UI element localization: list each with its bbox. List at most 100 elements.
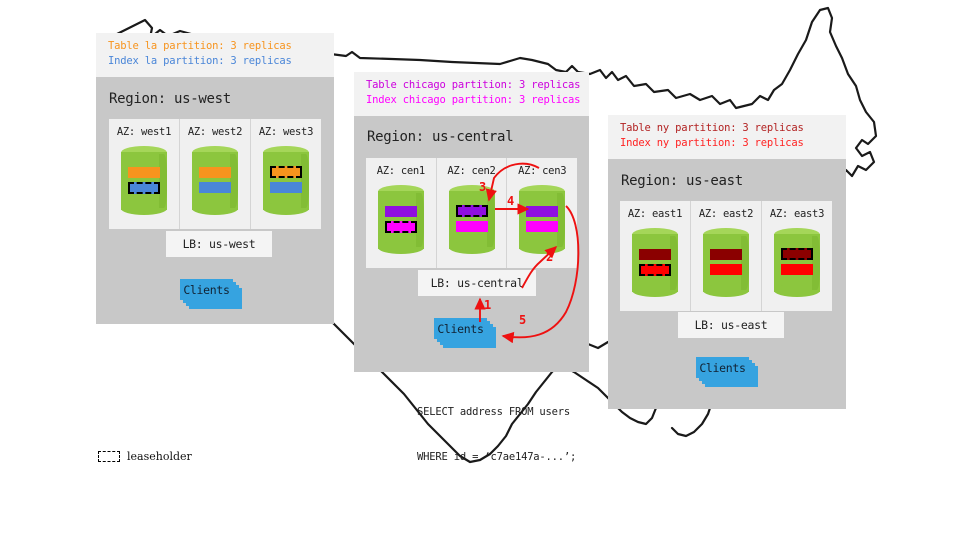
az-cell-cen1: AZ: cen1 xyxy=(366,158,437,268)
cylinder-shading xyxy=(812,236,820,290)
region-title-us-west: Region: us-west xyxy=(109,91,231,107)
cylinder-shading xyxy=(486,193,495,247)
az-cell-east2: AZ: east2 xyxy=(691,201,762,311)
index-replica-bar-east2 xyxy=(710,264,742,275)
index-replica-bar-west3 xyxy=(270,182,302,193)
load-balancer-us-central[interactable]: LB: us-central xyxy=(418,270,536,296)
flow-step-number-4: 4 xyxy=(507,194,515,208)
az-cell-east1: AZ: east1 xyxy=(620,201,691,311)
sql-line-1: SELECT address FROM users xyxy=(417,406,571,418)
table-replica-bar-cen2 xyxy=(455,205,488,217)
legend-label: leaseholder xyxy=(127,450,192,463)
cylinder-bottom xyxy=(377,241,424,254)
az-label-west2: AZ: west2 xyxy=(187,126,243,138)
az-cell-east3: AZ: east3 xyxy=(762,201,832,311)
index-replica-bar-cen1 xyxy=(384,221,417,233)
cylinder-bottom xyxy=(448,241,495,254)
cylinder-shading xyxy=(557,193,566,247)
table-replica-bar-cen1 xyxy=(384,206,417,217)
az-label-east3: AZ: east3 xyxy=(769,208,825,220)
cylinder-east1 xyxy=(632,228,678,300)
az-cell-west3: AZ: west3 xyxy=(251,119,321,229)
load-balancer-us-east[interactable]: LB: us-east xyxy=(678,312,784,338)
table-replica-bar-east3 xyxy=(781,248,813,260)
flow-step-number-2: 2 xyxy=(546,250,554,264)
table-replica-bar-west2 xyxy=(199,167,231,178)
sql-query-text: SELECT address FROM users WHERE id = ‘c7… xyxy=(417,375,576,495)
cylinder-bottom xyxy=(121,202,167,215)
cylinder-west2 xyxy=(192,146,238,218)
table-replicas-label-us-east: Table ny partition: 3 replicas xyxy=(620,122,804,134)
az-label-west3: AZ: west3 xyxy=(258,126,314,138)
index-replicas-label-us-central: Index chicago partition: 3 replicas xyxy=(366,94,581,106)
index-replica-bar-cen3 xyxy=(526,221,559,232)
header-box-us-west: Table la partition: 3 replicas Index la … xyxy=(96,33,334,77)
flow-step-number-1: 1 xyxy=(484,298,492,312)
cylinder-west3 xyxy=(263,146,309,218)
table-replica-bar-west1 xyxy=(128,167,160,178)
az-label-west1: AZ: west1 xyxy=(116,126,172,138)
table-replica-bar-east2 xyxy=(710,249,742,260)
index-replica-bar-east1 xyxy=(639,264,671,276)
index-replica-bar-west2 xyxy=(199,182,231,193)
cylinder-west1 xyxy=(121,146,167,218)
az-cell-cen2: AZ: cen2 xyxy=(437,158,508,268)
cylinder-east3 xyxy=(774,228,820,300)
az-label-cen2: AZ: cen2 xyxy=(447,165,496,177)
az-cell-cen3: AZ: cen3 xyxy=(507,158,577,268)
sql-line-2: WHERE id = ‘c7ae147a-...’; xyxy=(417,451,577,463)
index-replica-bar-cen2 xyxy=(455,221,488,232)
az-cell-west1: AZ: west1 xyxy=(109,119,180,229)
table-replica-bar-east1 xyxy=(639,249,671,260)
index-replicas-label-us-west: Index la partition: 3 replicas xyxy=(108,55,292,67)
table-replica-bar-west3 xyxy=(270,166,302,178)
cylinder-bottom xyxy=(632,284,678,297)
region-title-us-central: Region: us-central xyxy=(367,129,514,145)
legend-leaseholder: leaseholder xyxy=(98,450,192,463)
az-label-east1: AZ: east1 xyxy=(627,208,683,220)
clients-us-west[interactable]: Clients xyxy=(180,279,242,309)
cylinder-bottom xyxy=(192,202,238,215)
clients-label-us-central: Clients xyxy=(434,318,487,339)
region-panel-us-central: Region: us-central AZ: cen1 AZ: cen2 xyxy=(354,116,589,372)
cylinder-shading xyxy=(230,154,238,208)
cylinder-cen1 xyxy=(377,185,424,257)
cylinder-cen2 xyxy=(448,185,495,257)
table-replicas-label-us-west: Table la partition: 3 replicas xyxy=(108,40,292,52)
cylinder-bottom xyxy=(774,284,820,297)
clients-us-central[interactable]: Clients xyxy=(434,318,496,348)
region-panel-us-west: Region: us-west AZ: west1 AZ: west2 xyxy=(96,77,334,324)
cylinder-shading xyxy=(301,154,309,208)
cylinder-bottom xyxy=(263,202,309,215)
cylinder-shading xyxy=(159,154,167,208)
header-box-us-central: Table chicago partition: 3 replicas Inde… xyxy=(354,72,589,116)
flow-step-number-3: 3 xyxy=(479,180,487,194)
az-label-east2: AZ: east2 xyxy=(698,208,754,220)
cylinder-cen3 xyxy=(519,185,566,257)
leaseholder-swatch-icon xyxy=(98,451,120,462)
az-row-us-east: AZ: east1 AZ: east2 xyxy=(620,201,832,311)
header-box-us-east: Table ny partition: 3 replicas Index ny … xyxy=(608,115,846,159)
cylinder-east2 xyxy=(703,228,749,300)
index-replica-bar-west1 xyxy=(128,182,160,194)
table-replica-bar-cen3 xyxy=(526,206,559,217)
table-replicas-label-us-central: Table chicago partition: 3 replicas xyxy=(366,79,581,91)
region-title-us-east: Region: us-east xyxy=(621,173,743,189)
clients-us-east[interactable]: Clients xyxy=(696,357,758,387)
cylinder-shading xyxy=(670,236,678,290)
cylinder-shading xyxy=(415,193,424,247)
clients-label-us-east: Clients xyxy=(696,357,749,378)
az-row-us-west: AZ: west1 AZ: west2 xyxy=(109,119,321,229)
cylinder-shading xyxy=(741,236,749,290)
cylinder-bottom xyxy=(703,284,749,297)
az-label-cen1: AZ: cen1 xyxy=(376,165,425,177)
az-label-cen3: AZ: cen3 xyxy=(518,165,567,177)
flow-step-number-5: 5 xyxy=(519,313,527,327)
region-panel-us-east: Region: us-east AZ: east1 AZ: east2 xyxy=(608,159,846,409)
index-replica-bar-east3 xyxy=(781,264,813,275)
load-balancer-us-west[interactable]: LB: us-west xyxy=(166,231,272,257)
index-replicas-label-us-east: Index ny partition: 3 replicas xyxy=(620,137,804,149)
az-cell-west2: AZ: west2 xyxy=(180,119,251,229)
clients-label-us-west: Clients xyxy=(180,279,233,300)
